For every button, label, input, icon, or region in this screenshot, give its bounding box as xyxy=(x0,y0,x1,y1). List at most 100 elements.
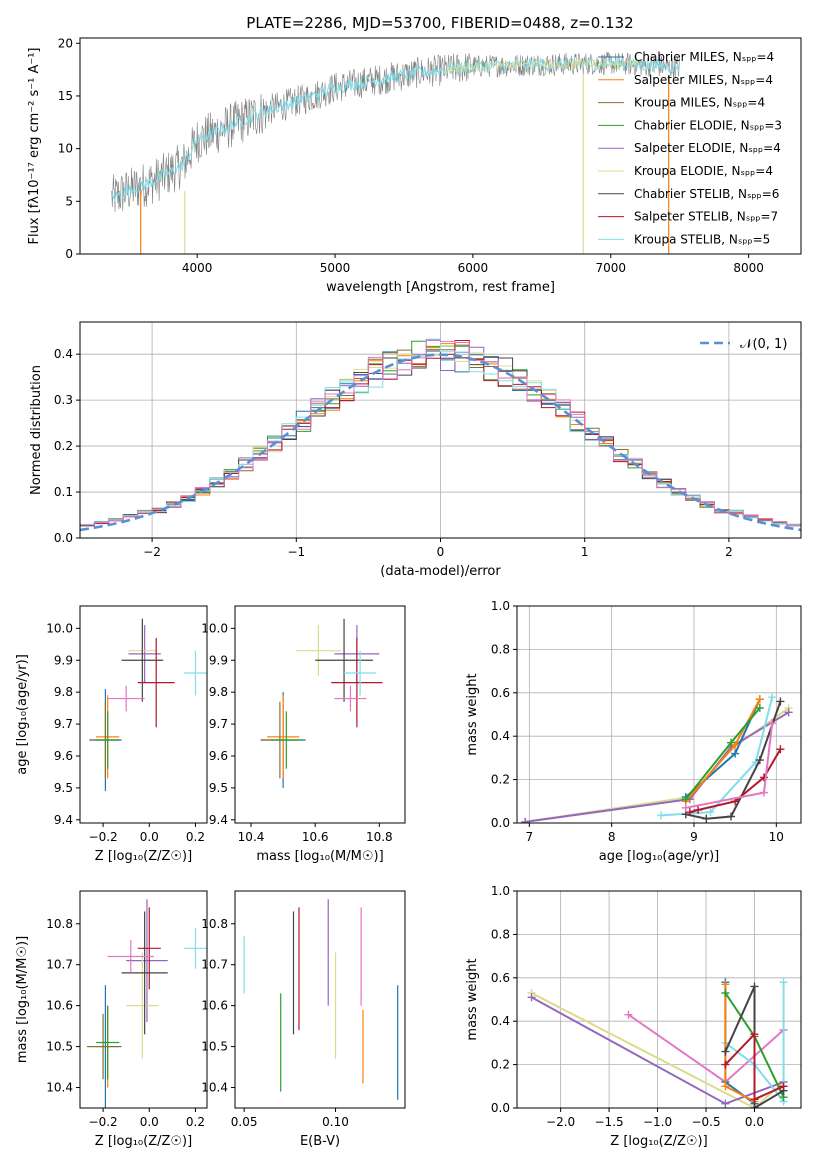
y-tick-label: 10.4 xyxy=(201,1081,228,1095)
panel-weight-vs-age: 7 8 9 10 0.0 0.2 0.4 0.6 0.8 1.0 age [log₁₀(age/yr… xyxy=(465,599,802,864)
x-tick-label: −0.2 xyxy=(89,1115,118,1129)
y-axis-label: mass weight xyxy=(465,958,480,1040)
weight-marker xyxy=(750,982,759,991)
weight-marker xyxy=(521,817,530,823)
weight-marker xyxy=(624,1010,633,1019)
y-tick-label: 0.4 xyxy=(491,1014,510,1028)
x-tick-label: 5000 xyxy=(320,261,351,275)
weight-marker xyxy=(681,795,690,804)
plot-area xyxy=(527,978,788,1108)
y-tick-label: 9.7 xyxy=(54,717,73,731)
x-tick-label: 8 xyxy=(608,830,616,844)
weight-series xyxy=(724,982,785,1105)
y-tick-label: 5 xyxy=(65,194,73,208)
gaussian-curve xyxy=(80,353,801,532)
weight-series xyxy=(525,707,790,823)
panel-weight-vs-metallicity: −2.0 −1.5 −1.0 −0.5 0.0 0.0 0.2 0.4 0.6 0.8 1.0 Z [… xyxy=(465,884,802,1149)
weight-series xyxy=(661,696,774,817)
y-tick-label: 1.0 xyxy=(491,599,510,613)
weight-marker xyxy=(750,1030,759,1039)
weight-marker xyxy=(779,1082,788,1091)
y-tick-label: 9.9 xyxy=(209,653,228,667)
x-tick-label: −1 xyxy=(287,545,305,559)
y-tick-label: 0.8 xyxy=(491,927,510,941)
x-tick-label: 4000 xyxy=(182,261,213,275)
y-tick-label: 0.1 xyxy=(54,485,73,499)
x-axis-label: age [log₁₀(age/yr)] xyxy=(599,849,720,864)
y-tick-label: 10.5 xyxy=(46,1040,73,1054)
y-tick-label: 0.3 xyxy=(54,393,73,407)
weight-marker xyxy=(657,811,666,820)
weight-marker xyxy=(706,808,715,817)
legend-entry: Salpeter ELODIE, Nₛₚₚ=4 xyxy=(634,141,781,155)
y-tick-label: 10.6 xyxy=(46,999,73,1013)
x-tick-label: 0.05 xyxy=(231,1115,258,1129)
plot-area xyxy=(521,693,793,823)
x-axis-label: Z [log₁₀(Z/Z☉)] xyxy=(95,1134,192,1149)
legend-entry: Chabrier ELODIE, Nₛₚₚ=3 xyxy=(634,118,782,132)
x-tick-label: 6000 xyxy=(458,261,489,275)
panel-spectrum: 4000 5000 6000 7000 8000 0 5 10 15 20 wavelength [… xyxy=(27,36,802,295)
x-tick-label: 9 xyxy=(690,830,698,844)
y-tick-label: 10.8 xyxy=(201,917,228,931)
x-tick-label: 7000 xyxy=(595,261,626,275)
y-axis-label: mass weight xyxy=(465,673,480,755)
x-tick-label: 10.8 xyxy=(366,830,393,844)
x-tick-label: 0.2 xyxy=(186,830,205,844)
weight-marker xyxy=(768,719,777,728)
y-tick-label: 0.0 xyxy=(491,816,510,830)
panel-age-vs-mass: 10.4 10.6 10.8 9.4 9.5 9.6 9.7 9.8 9.9 10.0 mass [… xyxy=(201,605,406,864)
x-tick-label: 0.0 xyxy=(140,1115,159,1129)
plot-area xyxy=(243,899,399,1100)
histogram-series xyxy=(80,339,801,529)
x-axis-label: Z [log₁₀(Z/Z☉)] xyxy=(610,1134,707,1149)
y-tick-label: 15 xyxy=(58,89,73,103)
weight-marker xyxy=(702,814,711,823)
x-tick-label: 10 xyxy=(769,830,784,844)
weight-marker xyxy=(721,1060,730,1069)
weight-marker xyxy=(694,805,703,814)
y-tick-label: 0 xyxy=(65,247,73,261)
weight-marker xyxy=(755,695,764,704)
weight-marker xyxy=(759,788,768,797)
y-tick-label: 10.5 xyxy=(201,1040,228,1054)
panel-residuals: −2 −1 0 1 2 0.0 0.1 0.2 0.3 0.4 (data-model)/error… xyxy=(29,321,802,579)
x-axis-label: Z [log₁₀(Z/Z☉)] xyxy=(95,849,192,864)
plot-area xyxy=(86,899,207,1108)
axes-frame xyxy=(79,605,208,824)
plot-area xyxy=(260,618,383,788)
y-tick-label: 0.4 xyxy=(491,729,510,743)
weight-marker xyxy=(768,693,777,702)
legend-entry: Kroupa STELIB, Nₛₚₚ=5 xyxy=(634,232,770,246)
weight-marker xyxy=(721,988,730,997)
weight-marker xyxy=(755,756,764,765)
model-spectrum-elodie xyxy=(444,58,639,74)
y-tick-label: 9.6 xyxy=(209,749,228,763)
weight-marker xyxy=(727,812,736,821)
x-tick-label: −2 xyxy=(143,545,161,559)
x-axis-label: mass [log₁₀(M/M☉)] xyxy=(256,849,383,864)
y-tick-label: 9.6 xyxy=(54,749,73,763)
y-tick-label: 10 xyxy=(58,142,73,156)
y-tick-label: 9.9 xyxy=(54,653,73,667)
y-axis-label: Normed distribution xyxy=(29,365,44,495)
y-tick-label: 1.0 xyxy=(491,884,510,898)
x-tick-label: −0.2 xyxy=(89,830,118,844)
weight-marker xyxy=(776,745,785,754)
y-tick-label: 9.7 xyxy=(209,717,228,731)
weight-series xyxy=(724,1031,785,1101)
legend-entry: 𝒩(0, 1) xyxy=(740,337,787,352)
y-tick-label: 10.0 xyxy=(201,621,228,635)
panel-mass-vs-metallicity: −0.2 0.0 0.2 10.4 10.5 10.6 10.7 10.8 Z [log₁₀(Z… xyxy=(15,890,208,1149)
y-tick-label: 0.8 xyxy=(491,642,510,656)
weight-marker xyxy=(776,697,785,706)
weight-marker xyxy=(779,978,788,987)
x-tick-label: −0.5 xyxy=(691,1115,720,1129)
y-tick-label: 10.6 xyxy=(201,999,228,1013)
y-tick-label: 10.8 xyxy=(46,917,73,931)
y-tick-label: 10.7 xyxy=(201,958,228,972)
weight-marker xyxy=(750,1095,759,1104)
y-tick-label: 0.2 xyxy=(54,439,73,453)
plot-area xyxy=(80,338,801,532)
